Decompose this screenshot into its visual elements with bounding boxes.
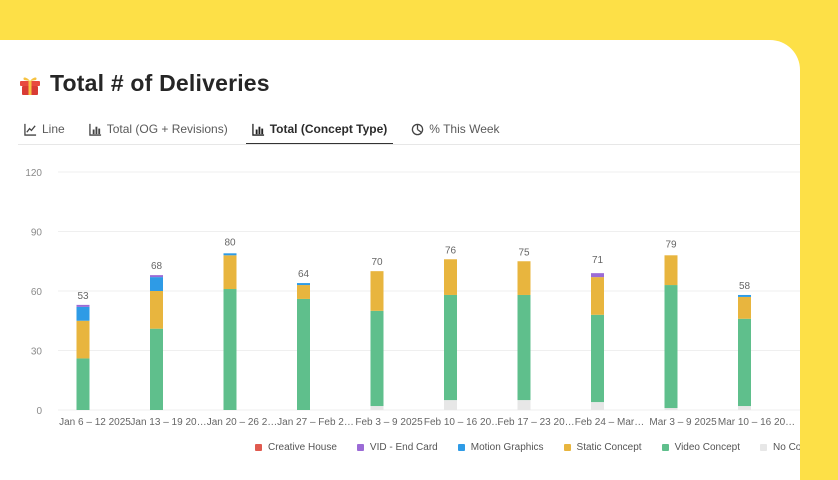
x-tick-label: Feb 17 – 23 20…: [497, 417, 574, 428]
bar-segment: [370, 406, 384, 410]
bar-segment: [517, 261, 531, 295]
x-tick-label: Jan 27 – Feb 2…: [277, 417, 354, 428]
legend-swatch: [760, 444, 768, 451]
bar-segment: [664, 408, 678, 410]
bar-total-label: 64: [298, 269, 310, 280]
bar-segment: [297, 285, 310, 299]
bar-total-label: 80: [224, 237, 236, 248]
legend-label: Static Concept: [576, 442, 642, 453]
legend-item[interactable]: Static Concept: [563, 442, 642, 453]
y-tick-label: 90: [31, 228, 43, 239]
x-tick-label: Feb 3 – 9 2025: [355, 417, 423, 428]
legend-swatch: [457, 444, 465, 451]
bar-total-label: 53: [77, 291, 89, 302]
legend-item[interactable]: Video Concept: [661, 442, 741, 453]
tab-label: % This Week: [429, 122, 500, 136]
bar-segment: [150, 328, 163, 410]
x-tick-label: Mar 10 – 16 20…: [718, 417, 795, 428]
y-tick-label: 30: [31, 347, 43, 358]
bar-segment: [370, 271, 384, 311]
legend-item[interactable]: No Con: [760, 442, 800, 453]
bar-segment: [591, 273, 604, 278]
bar-total-label: 71: [592, 255, 604, 266]
pie-chart-icon: [412, 123, 424, 135]
line-chart-icon: [24, 123, 37, 136]
tabs-divider: [18, 144, 800, 145]
bar-segment: [76, 304, 90, 307]
tab-line[interactable]: Line: [18, 115, 71, 143]
bar-total-label: 70: [371, 257, 383, 268]
x-tick-label: Feb 10 – 16 20…: [424, 417, 501, 428]
bar-segment: [664, 255, 678, 286]
tab-label: Line: [42, 122, 65, 136]
x-tick-label: Jan 20 – 26 2…: [207, 417, 278, 428]
legend-swatch: [255, 444, 262, 451]
legend-item[interactable]: VID - End Card: [356, 442, 438, 453]
bar-segment: [150, 277, 163, 291]
bar-total-label: 75: [518, 247, 530, 258]
y-tick-label: 60: [31, 287, 43, 298]
title-row: Total # of Deliveries: [18, 70, 270, 97]
page-title: Total # of Deliveries: [50, 70, 270, 96]
y-tick-label: 0: [36, 406, 42, 417]
bar-total-label: 76: [445, 245, 457, 256]
bar-segment: [76, 358, 90, 410]
bar-segment: [738, 294, 751, 297]
bar-chart-icon: [252, 123, 264, 136]
tab-label: Total (Concept Type): [269, 122, 388, 136]
bar-segment: [591, 277, 604, 315]
bar-segment: [591, 402, 604, 410]
gift-icon: [20, 77, 40, 95]
chart-card: Total # of Deliveries Line Total (OG + R…: [0, 40, 800, 480]
x-tick-label: Feb 24 – Mar…: [575, 417, 644, 428]
bar-segment: [664, 285, 678, 409]
tab-total-og-revisions[interactable]: Total (OG + Revisions): [83, 115, 234, 143]
bar-total-label: 58: [739, 281, 751, 292]
bar-segment: [297, 298, 310, 410]
bar-segment: [591, 314, 604, 403]
bar-segment: [738, 406, 751, 410]
bar-segment: [76, 306, 90, 321]
legend-label: Creative House: [268, 442, 337, 453]
bar-chart-icon: [88, 123, 101, 136]
legend-item[interactable]: Motion Graphics: [457, 442, 544, 453]
legend-label: No Con: [773, 442, 800, 453]
bar-segment: [444, 400, 457, 410]
bar-segment: [223, 253, 237, 256]
legend-item[interactable]: Creative House: [255, 442, 337, 453]
bar-segment: [223, 255, 237, 290]
bar-segment: [150, 291, 163, 329]
bar-segment: [76, 320, 90, 359]
bar-segment: [738, 318, 751, 407]
bar-segment: [517, 294, 531, 401]
bar-segment: [150, 275, 163, 278]
bar-segment: [738, 296, 751, 319]
bar-segment: [297, 283, 310, 286]
bar-segment: [517, 400, 531, 410]
tab-label: Total (OG + Revisions): [106, 122, 228, 136]
chart-tabs: Line Total (OG + Revisions) Total (Conce…: [18, 115, 506, 145]
bar-total-label: 68: [151, 261, 163, 272]
x-tick-label: Mar 3 – 9 2025: [649, 417, 717, 428]
bar-segment: [370, 310, 384, 407]
legend-swatch: [661, 444, 669, 451]
legend-label: VID - End Card: [369, 442, 438, 453]
y-tick-label: 120: [25, 168, 42, 179]
bar-segment: [444, 259, 457, 295]
stacked-bar-chart: 0 30 60 90 120 53 Jan 6 – 12 2025 68 Jan 13 – 19…: [25, 168, 800, 428]
legend-label: Video Concept: [674, 442, 741, 453]
legend-swatch: [356, 444, 364, 451]
x-tick-label: Jan 6 – 12 2025: [59, 417, 131, 428]
bar-segment: [223, 289, 237, 410]
chart-legend: Creative House VID - End Card Motion Gra…: [255, 442, 800, 453]
tab-total-concept-type[interactable]: Total (Concept Type): [245, 115, 394, 145]
legend-label: Motion Graphics: [470, 442, 544, 453]
bar-segment: [444, 294, 457, 401]
tab-percent-this-week[interactable]: % This Week: [405, 115, 505, 143]
x-tick-label: Jan 13 – 19 20…: [130, 417, 206, 428]
bar-total-label: 79: [665, 239, 677, 250]
legend-swatch: [563, 444, 571, 451]
